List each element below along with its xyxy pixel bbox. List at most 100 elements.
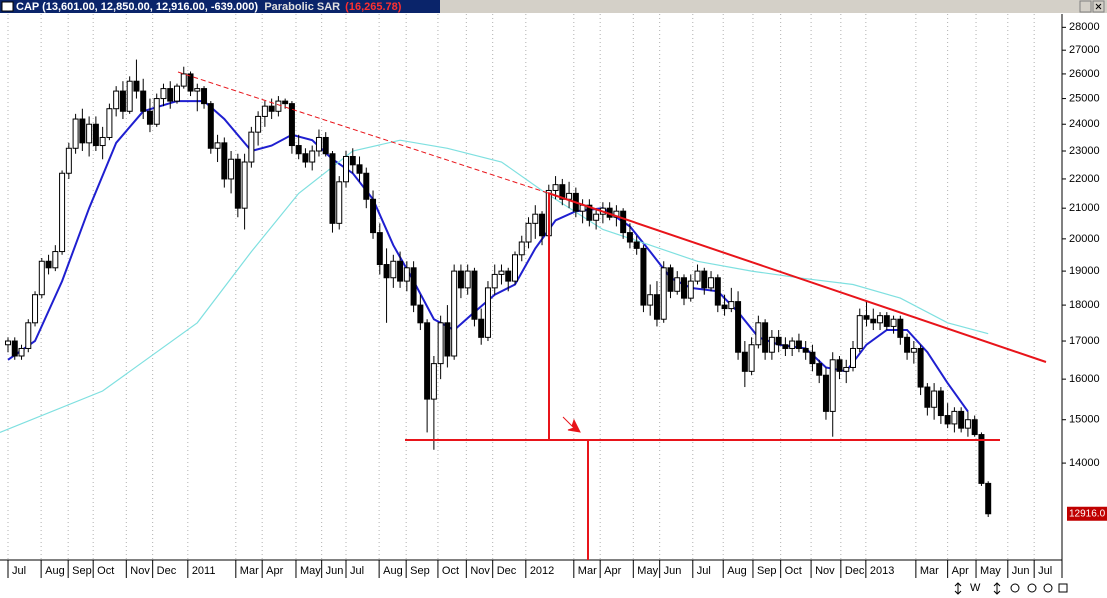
- x-tick-label: Nov: [130, 565, 150, 577]
- candle-body: [843, 366, 850, 372]
- y-tick-label: 25000: [1069, 92, 1100, 104]
- candle-body: [802, 347, 809, 353]
- candle-body: [836, 359, 843, 372]
- candle-body: [282, 100, 289, 105]
- grid-button[interactable]: [1058, 583, 1068, 593]
- candle-body: [397, 260, 404, 282]
- x-tick-label: 2011: [192, 565, 216, 577]
- y-tick-label: 16000: [1069, 373, 1100, 385]
- zoom-y-button[interactable]: [954, 582, 962, 595]
- candle-body: [964, 419, 971, 429]
- candle-body: [153, 98, 160, 125]
- candle-body: [681, 277, 687, 299]
- x-tick-label: Aug: [45, 565, 65, 577]
- candle-body: [403, 267, 410, 282]
- candle-body: [417, 304, 424, 324]
- candle-body: [261, 105, 268, 117]
- candle-body: [518, 241, 525, 256]
- candle-body: [586, 204, 593, 221]
- candle-body: [768, 336, 775, 353]
- candle-body: [924, 386, 931, 408]
- x-tick-label: Aug: [727, 565, 747, 577]
- candle-body: [944, 415, 951, 425]
- candle-body: [971, 419, 978, 436]
- x-tick-label: Oct: [442, 565, 459, 577]
- zoom-in-button[interactable]: [1010, 583, 1020, 593]
- x-tick-label: Dec: [845, 565, 865, 577]
- candle-body: [113, 90, 120, 110]
- candle-body: [248, 131, 255, 163]
- candle-body: [18, 347, 25, 357]
- candle-body: [72, 118, 79, 149]
- candle-body: [782, 344, 789, 349]
- candle-body: [762, 322, 769, 353]
- moving-average-line: [7, 100, 969, 412]
- close-icon: [1095, 3, 1102, 10]
- x-tick-label: Aug: [383, 565, 403, 577]
- candle-body: [640, 247, 647, 306]
- x-tick-label: Jun: [326, 565, 344, 577]
- x-tick-label: Jul: [697, 565, 711, 577]
- x-tick-label: Jul: [350, 565, 364, 577]
- candle-body: [25, 322, 32, 349]
- x-tick-label: May: [980, 565, 1001, 577]
- candle-body: [505, 270, 512, 282]
- zoom-fit-button[interactable]: [1043, 583, 1053, 593]
- candle-body: [59, 172, 66, 253]
- toolbar-label[interactable]: W: [970, 582, 981, 594]
- candle-body: [904, 336, 911, 353]
- candle-body: [207, 103, 214, 149]
- window-icon[interactable]: [1, 1, 14, 12]
- candle-body: [660, 267, 667, 320]
- candle-body: [430, 363, 437, 400]
- candle-body: [931, 390, 938, 408]
- candle-body: [99, 136, 106, 147]
- candle-body: [92, 123, 99, 147]
- candle-body: [721, 304, 728, 310]
- x-tick-label: Nov: [470, 565, 490, 577]
- candle-body: [119, 90, 126, 112]
- candle-body: [687, 280, 694, 299]
- candle-body: [674, 277, 681, 292]
- y-tick-label: 17000: [1069, 335, 1100, 347]
- candle-body: [775, 336, 782, 346]
- restore-button[interactable]: [1079, 0, 1092, 13]
- candle-body: [539, 213, 546, 237]
- last-price-label: 12916.0: [1069, 508, 1106, 519]
- x-tick-label: Apr: [952, 565, 969, 577]
- candle-body: [728, 301, 735, 310]
- candle-body: [714, 277, 721, 306]
- candle-body: [937, 390, 944, 417]
- candle-body: [329, 153, 336, 224]
- x-tick-label: Sep: [757, 565, 777, 577]
- candle-body: [552, 184, 559, 191]
- candle-body: [856, 315, 863, 349]
- arrow-icon: [562, 416, 581, 433]
- candle-body: [883, 315, 890, 327]
- x-tick-label: Mar: [920, 565, 939, 577]
- x-tick-label: Mar: [578, 565, 597, 577]
- x-tick-label: Dec: [497, 565, 517, 577]
- candle-body: [343, 155, 349, 183]
- y-tick-label: 20000: [1069, 233, 1100, 245]
- x-tick-label: 2012: [530, 565, 554, 577]
- candle-body: [484, 287, 491, 338]
- candle-body: [349, 155, 356, 166]
- candle-body: [910, 347, 917, 353]
- scroll-button[interactable]: [993, 582, 1001, 595]
- x-tick-label: Apr: [604, 565, 621, 577]
- x-tick-label: 2013: [870, 565, 894, 577]
- zoom-out-button[interactable]: [1027, 583, 1037, 593]
- x-tick-label: Jul: [1038, 565, 1052, 577]
- candle-body: [451, 270, 458, 357]
- candle-body: [174, 85, 180, 102]
- candle-body: [437, 322, 444, 365]
- y-tick-label: 27000: [1069, 44, 1100, 56]
- header-highlight: [0, 0, 440, 13]
- candle-body: [45, 260, 52, 269]
- candle-body: [424, 322, 431, 400]
- header-title: CAP (13,601.00, 12,850.00, 12,916.00, -6…: [16, 1, 258, 13]
- candle-body: [241, 161, 248, 209]
- candle-body: [816, 363, 823, 376]
